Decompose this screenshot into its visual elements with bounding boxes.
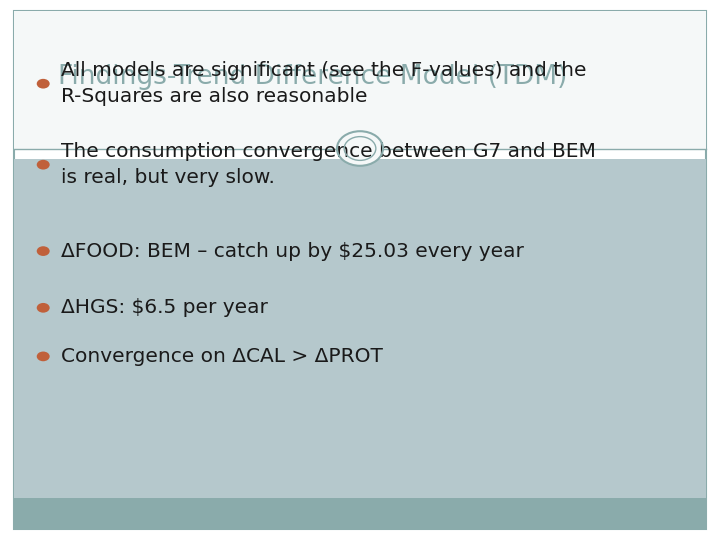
Circle shape [37, 303, 50, 313]
Bar [14, 11, 706, 148]
Text: ΔFOOD: BEM – catch up by $25.03 every year: ΔFOOD: BEM – catch up by $25.03 every ye… [61, 241, 524, 261]
Circle shape [37, 352, 50, 361]
Text: ΔHGS: $6.5 per year: ΔHGS: $6.5 per year [61, 298, 268, 318]
FancyBboxPatch shape [14, 11, 706, 529]
Bar [14, 159, 706, 498]
Circle shape [37, 160, 50, 170]
Circle shape [337, 131, 383, 166]
Circle shape [37, 79, 50, 89]
Text: Convergence on ΔCAL > ΔPROT: Convergence on ΔCAL > ΔPROT [61, 347, 383, 366]
Circle shape [37, 246, 50, 256]
Text: The consumption convergence between G7 and BEM
is real, but very slow.: The consumption convergence between G7 a… [61, 143, 596, 187]
Text: Findings-Trend Difference Model (TDM): Findings-Trend Difference Model (TDM) [58, 64, 567, 90]
Text: All models are significant (see the F-values) and the
R-Squares are also reasona: All models are significant (see the F-va… [61, 62, 587, 106]
Bar [14, 498, 706, 529]
